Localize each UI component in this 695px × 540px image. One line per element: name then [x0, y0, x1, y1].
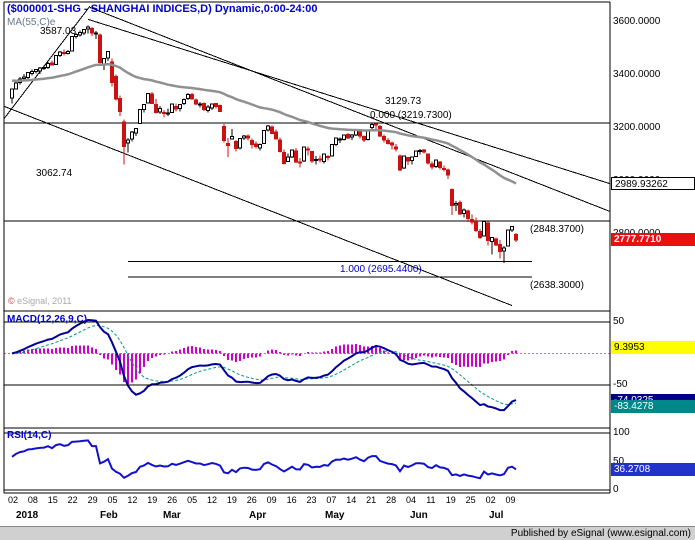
annotation-fib-one: 1.000 (2695.4400)	[340, 264, 422, 275]
x-axis-month-label: May	[325, 510, 345, 521]
ma-study-label: MA(55,C)e	[7, 17, 56, 28]
footer-credit: Published by eSignal (www.esignal.com)	[0, 526, 695, 540]
x-axis-day-label: 14	[346, 495, 357, 505]
x-axis-day-label: 19	[445, 495, 456, 505]
x-axis-day-label: 09	[505, 495, 516, 505]
x-axis-day-label: 05	[187, 495, 198, 505]
rsi-axis-label: 100	[613, 427, 630, 438]
annotation-level-2638: (2638.3000)	[530, 280, 584, 291]
rsi-axis-label: 50	[613, 455, 625, 467]
x-axis-day-label: 19	[147, 495, 158, 505]
price-axis-label: 3200.0000	[613, 122, 661, 133]
x-axis-day-label: 15	[47, 495, 58, 505]
x-axis-day-label: 05	[107, 495, 118, 505]
x-axis-month-label: Apr	[249, 510, 267, 521]
x-axis-day-label: 08	[27, 495, 38, 505]
macd-hist-box: 9.3953	[611, 341, 695, 355]
x-axis-day-label: 12	[127, 495, 138, 505]
x-axis-day-label: 29	[87, 495, 98, 505]
x-axis-day-label: 02	[485, 495, 496, 505]
x-axis-day-label: 04	[405, 495, 416, 505]
x-axis-day-label: 19	[226, 495, 237, 505]
annotation-level-3129: 3129.73	[385, 96, 422, 107]
watermark-text: eSignal, 2011	[17, 296, 72, 306]
macd-axis-label: -50	[613, 379, 628, 390]
x-axis-day-label: 09	[266, 495, 277, 505]
x-axis-day-label: 11	[426, 495, 436, 505]
annotation-feb-low: 3062.74	[36, 168, 73, 179]
chart-title: ($000001-SHG - SHANGHAI INDICES,D) Dynam…	[7, 3, 318, 15]
x-axis-day-label: 22	[67, 495, 78, 505]
x-axis-month-label: Mar	[163, 510, 181, 521]
macd-axis-label: 50	[613, 316, 625, 327]
x-axis-day-label: 26	[167, 495, 178, 505]
x-axis-day-label: 16	[286, 495, 297, 505]
x-axis-day-label: 21	[366, 495, 377, 505]
annotation-peak-price: 3587.03	[40, 26, 77, 37]
macd-study-label: MACD(12,26,9,C)	[7, 314, 88, 325]
x-axis-day-label: 28	[386, 495, 397, 505]
last-price-box: 2777.7710	[611, 233, 695, 247]
x-axis-month-label: Jul	[489, 510, 504, 521]
annotation-fib-zero: 0.000 (3219.7300)	[370, 110, 452, 121]
rsi-axis-label: 0	[613, 484, 619, 495]
x-axis-day-label: 25	[465, 495, 476, 505]
macd-signal-box: -83.4278	[611, 399, 695, 413]
x-axis-month-label: Jun	[410, 510, 428, 521]
trendline-value-box: 2989.93262	[611, 177, 695, 191]
rsi-value-box: 36.2708	[611, 462, 695, 476]
x-axis-day-label: 12	[206, 495, 217, 505]
rsi-study-label: RSI(14,C)	[7, 430, 52, 441]
x-axis-day-label: 23	[306, 495, 317, 505]
x-axis-month-label: 2018	[16, 510, 39, 521]
annotation-level-2848: (2848.3700)	[530, 224, 584, 235]
x-axis-day-label: 02	[7, 495, 18, 505]
x-axis-day-label: 07	[326, 495, 337, 505]
esignal-watermark: © eSignal, 2011	[8, 296, 72, 306]
price-axis-label: 3600.0000	[613, 16, 661, 27]
copyright-icon: ©	[8, 296, 15, 306]
price-axis-label: 3400.0000	[613, 69, 661, 80]
x-axis-day-label: 26	[246, 495, 257, 505]
x-axis-month-label: Feb	[100, 510, 118, 521]
